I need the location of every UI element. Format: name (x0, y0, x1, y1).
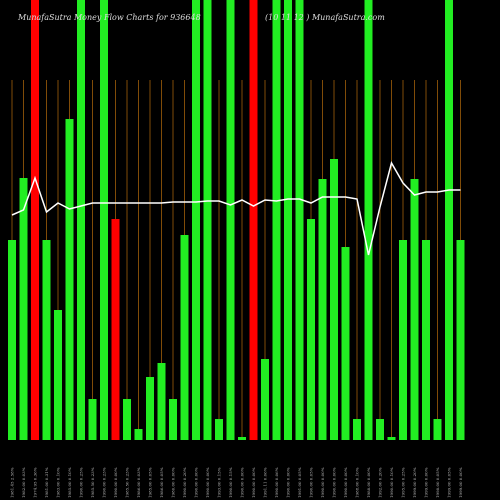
bar (364, 0, 373, 440)
x-tick-label: 1990.00 0.15% (228, 467, 233, 498)
x-tick-label: 1988.00 0.00% (366, 467, 371, 498)
bar (215, 419, 223, 440)
bar (456, 240, 465, 440)
x-tick-label: 1982.00 0.03% (21, 467, 26, 498)
bar (341, 247, 350, 440)
x-tick-label: 1990.00 0.25% (79, 467, 84, 498)
x-tick-label: 1990.00 0.00% (343, 467, 348, 498)
x-tick-label: 1992.00 0.20% (378, 467, 383, 498)
bar (111, 219, 120, 440)
x-tick-label: 1990.00 0.00% (205, 467, 210, 498)
x-tick-label: 1986.00 0.05% (159, 467, 164, 498)
x-tick-label: 1991.00 0.05% (297, 467, 302, 498)
x-tick-label: 1985.50 0.23% (125, 467, 130, 498)
bar (445, 0, 453, 440)
bar (88, 399, 97, 440)
bar (31, 0, 39, 440)
x-tick-label: 1981.00 0.31% (44, 467, 49, 498)
bar (399, 240, 407, 440)
chart-title: MunafaSutra Money Flow Charts for 936648 (17, 13, 201, 22)
x-tick-label: 1990.00 0.23% (102, 467, 107, 498)
bar (8, 240, 16, 440)
bar (238, 437, 246, 440)
bar (157, 363, 166, 440)
x-tick-label: 1990.00 0.00% (320, 467, 325, 498)
x-tick-label: 1998.00 0.05% (435, 467, 440, 498)
bar (180, 235, 189, 440)
bar (330, 159, 338, 440)
x-tick-label: 1990.00 0.00% (332, 467, 337, 498)
bar (307, 219, 315, 440)
x-tick-label: 1991.11 0.06% (263, 467, 268, 498)
x-tick-label: 1990.00 0.06% (274, 467, 279, 498)
x-tick-label: 1990.00 0.10% (389, 467, 394, 498)
x-tick-label: 1990.00 0.00% (286, 467, 291, 498)
bar (19, 178, 28, 440)
x-tick-label: 1990.00 0.05% (309, 467, 314, 498)
bar (353, 419, 361, 440)
x-tick-label: 1981.45 2.58% (10, 467, 15, 498)
x-tick-label: 1990.00 0.00% (240, 467, 245, 498)
bar (146, 377, 154, 440)
x-tick-label: 1986.00 0.03% (136, 467, 141, 498)
chart-subtitle: (10 11 12 ) MunafaSutra.com (265, 13, 385, 22)
bar (249, 0, 258, 440)
bar (410, 179, 419, 440)
x-tick-label: 1990.00 0.00% (113, 467, 118, 498)
x-tick-label: 1995.00 0.25% (401, 467, 406, 498)
x-tick-label: 1999.00 0.05% (447, 467, 452, 498)
x-tick-label: 1990.00 0.20% (182, 467, 187, 498)
x-tick-label: 1974.95 0.36% (33, 467, 38, 498)
bar (192, 0, 200, 440)
bar (134, 429, 143, 440)
bar (54, 310, 62, 440)
bar (284, 0, 292, 440)
bar (261, 359, 269, 440)
x-tick-label: 1985.00 0.05% (148, 467, 153, 498)
x-tick-label: 1985.50 0.23% (90, 467, 95, 498)
bar (387, 437, 396, 440)
bar (123, 399, 131, 440)
x-tick-label: 1999.00 0.20% (412, 467, 417, 498)
bar (65, 119, 74, 440)
bar (100, 0, 108, 440)
bar (295, 0, 304, 440)
bar (42, 240, 51, 440)
x-tick-label: 1988.00 0.10% (355, 467, 360, 498)
money-flow-line (11, 161, 461, 256)
x-tick-label: 1985.00 0.10% (67, 467, 72, 498)
x-tick-label: 1990.00 0.00% (194, 467, 199, 498)
x-tick-label: 1999.00 0.00% (458, 467, 463, 498)
bar (422, 240, 430, 440)
x-tick-label: 1983.00 0.10% (56, 467, 61, 498)
x-tick-label: 1990.00 0.00% (251, 467, 256, 498)
bar (226, 0, 235, 440)
x-tick-label: 1993.00 0.15% (217, 467, 222, 498)
bar (272, 0, 281, 440)
x-tick-label: 1999.00 0.00% (424, 467, 429, 498)
x-tick-label: 1986.00 0.00% (171, 467, 176, 498)
bar (77, 0, 85, 440)
bar (318, 179, 327, 440)
bar (203, 0, 212, 440)
bar (433, 419, 442, 440)
bar (169, 399, 177, 440)
bar (376, 419, 384, 440)
